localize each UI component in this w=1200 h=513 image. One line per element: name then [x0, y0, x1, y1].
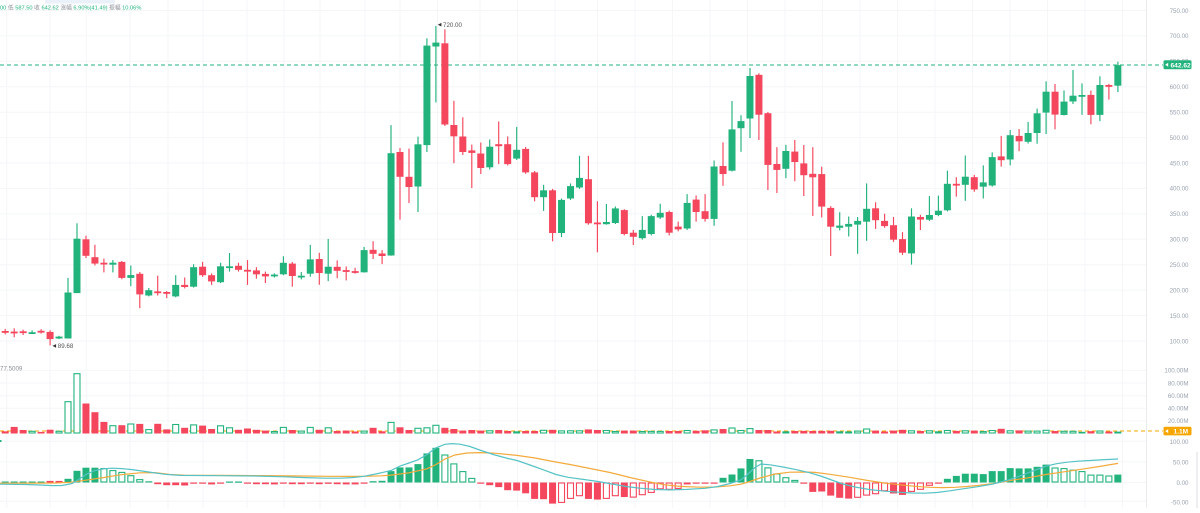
svg-text:400.00: 400.00: [1170, 186, 1189, 193]
svg-text:100.00M: 100.00M: [1164, 368, 1188, 375]
svg-text:600.00: 600.00: [1170, 84, 1189, 91]
svg-text:550.00: 550.00: [1170, 110, 1189, 117]
svg-text:100.00: 100.00: [1170, 439, 1189, 446]
svg-text:89.68: 89.68: [58, 343, 74, 350]
svg-text:00 低 587.50 收 642.62 涨幅 6.90%(: 00 低 587.50 收 642.62 涨幅 6.90%(41.49) 振幅 …: [0, 4, 141, 12]
svg-text:250.00: 250.00: [1170, 262, 1189, 269]
svg-text:50.00: 50.00: [1173, 459, 1189, 466]
svg-text:500.00: 500.00: [1170, 135, 1189, 142]
svg-text:700.00: 700.00: [1170, 33, 1189, 40]
svg-text:100.00: 100.00: [1170, 338, 1189, 345]
svg-text:80.00M: 80.00M: [1168, 380, 1189, 387]
svg-text:750.00: 750.00: [1170, 8, 1189, 15]
svg-text:720.00: 720.00: [443, 22, 462, 29]
svg-text:60.00M: 60.00M: [1168, 393, 1189, 400]
svg-text:642.62: 642.62: [1171, 62, 1192, 69]
svg-text:77.5009: 77.5009: [0, 365, 23, 372]
svg-text:150.00: 150.00: [1170, 313, 1189, 320]
svg-text:450.00: 450.00: [1170, 160, 1189, 167]
svg-text:-50.00: -50.00: [1171, 499, 1189, 506]
svg-text:1.1M: 1.1M: [1174, 429, 1189, 436]
svg-text:0.00: 0.00: [1176, 480, 1189, 487]
svg-text:200.00: 200.00: [1170, 287, 1189, 294]
svg-text:350.00: 350.00: [1170, 211, 1189, 218]
svg-text:300.00: 300.00: [1170, 237, 1189, 244]
svg-text:20.00M: 20.00M: [1168, 418, 1189, 425]
svg-text:40.00M: 40.00M: [1168, 406, 1189, 413]
